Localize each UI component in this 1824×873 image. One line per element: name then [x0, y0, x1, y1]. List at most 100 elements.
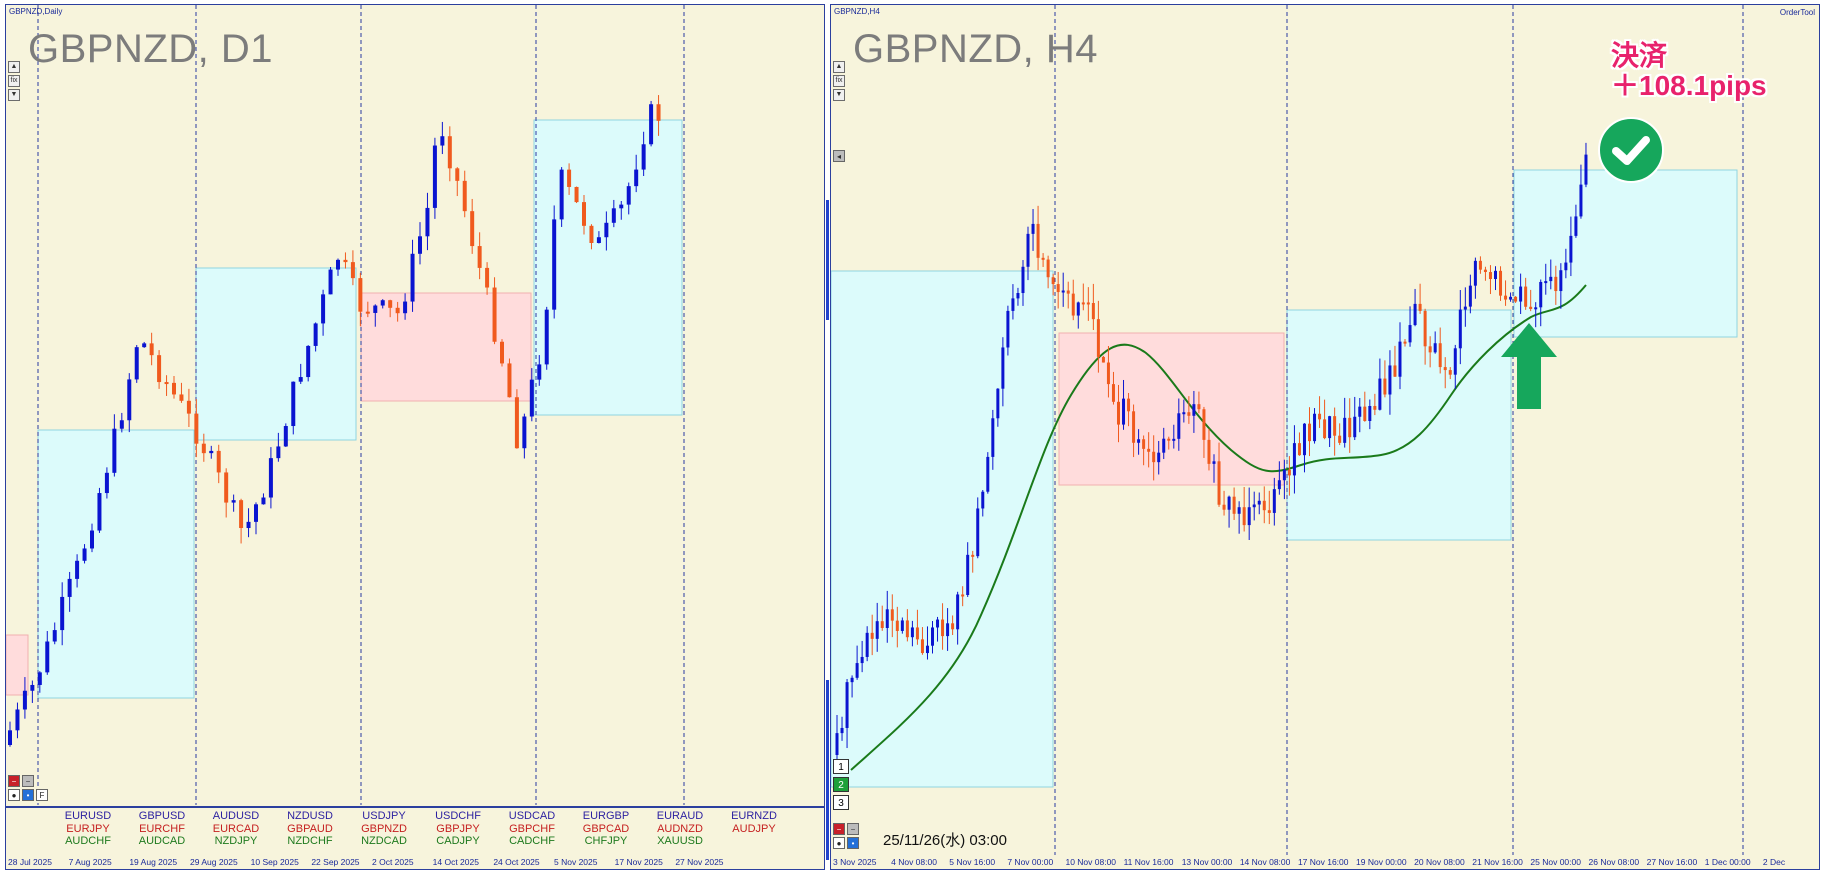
- bull-candle: [1368, 405, 1372, 421]
- daily-chart-window[interactable]: GBPNZD,Daily GBPNZD, D1 ▲ fix ▼ − − ● • …: [5, 4, 825, 870]
- pair-button[interactable]: AUDCAD: [138, 835, 186, 847]
- pair-button[interactable]: AUDNZD: [657, 822, 703, 835]
- pair-button[interactable]: GBPAUD: [287, 822, 333, 835]
- pair-button[interactable]: EURCHF: [139, 822, 185, 835]
- bear-candle: [1514, 296, 1518, 302]
- bull-candle: [298, 377, 303, 382]
- date-label: 27 Nov 2025: [675, 857, 724, 867]
- pair-button[interactable]: EURJPY: [66, 822, 110, 835]
- bear-candle: [1167, 438, 1171, 441]
- pair-button[interactable]: AUDUSD: [212, 810, 260, 822]
- scale-fix-icon[interactable]: fix: [8, 75, 20, 87]
- pair-button[interactable]: GBPCHF: [509, 822, 555, 835]
- scale-up-icon[interactable]: ▲: [833, 61, 845, 73]
- pair-button[interactable]: XAUUSD: [657, 835, 703, 847]
- scale-down-icon[interactable]: ▼: [8, 89, 20, 101]
- bull-candle: [931, 627, 935, 646]
- date-label: 24 Oct 2025: [493, 857, 540, 867]
- bear-candle: [1488, 272, 1492, 280]
- blue-zone: [37, 429, 195, 699]
- date-label: 5 Nov 2025: [554, 857, 598, 867]
- pair-button[interactable]: AUDJPY: [732, 822, 776, 835]
- scale-fix-icon[interactable]: fix: [833, 75, 845, 87]
- pair-button[interactable]: NZDCAD: [361, 835, 407, 847]
- pair-button[interactable]: NZDUSD: [287, 810, 333, 822]
- line-select-3[interactable]: 3: [833, 795, 849, 810]
- bull-candle: [60, 596, 65, 631]
- pair-button[interactable]: CADJPY: [436, 835, 480, 847]
- pair-button[interactable]: USDCAD: [508, 810, 556, 822]
- minimize-button[interactable]: −: [22, 775, 34, 787]
- pair-button[interactable]: EURNZD: [731, 810, 777, 822]
- date-label: 19 Aug 2025: [129, 857, 178, 867]
- bear-candle: [1207, 439, 1211, 464]
- pair-button[interactable]: NZDCHF: [287, 835, 333, 847]
- bull-candle: [336, 259, 340, 270]
- panel-splitter-lower[interactable]: [826, 680, 829, 860]
- bull-candle: [127, 379, 132, 421]
- bull-candle: [860, 656, 864, 664]
- pair-button[interactable]: CHFJPY: [584, 835, 628, 847]
- pair-button[interactable]: EURUSD: [64, 810, 112, 822]
- close-orders-button[interactable]: −: [8, 775, 20, 787]
- line-select-2[interactable]: 2: [833, 777, 849, 792]
- daily-candlestick-chart[interactable]: [6, 5, 825, 870]
- pair-button[interactable]: AUDCHF: [65, 835, 111, 847]
- bull-candle: [1453, 348, 1457, 375]
- palette-icon[interactable]: ●: [833, 837, 845, 849]
- f-button[interactable]: F: [36, 789, 48, 801]
- line-select-1[interactable]: 1: [833, 759, 849, 774]
- bear-candle: [1242, 507, 1246, 526]
- bull-candle: [291, 381, 296, 427]
- bull-candle: [986, 456, 990, 492]
- panel-toggle-icon[interactable]: ◂: [833, 150, 845, 162]
- bull-candle: [45, 641, 50, 673]
- pink-zone: [1058, 332, 1285, 486]
- pair-button[interactable]: GBPNZD: [361, 822, 407, 835]
- scale-up-icon[interactable]: ▲: [8, 61, 20, 73]
- bear-candle: [1499, 270, 1503, 296]
- close-orders-button[interactable]: −: [833, 823, 845, 835]
- date-label: 17 Nov 16:00: [1297, 857, 1349, 867]
- bear-candle: [582, 202, 586, 226]
- pair-button[interactable]: USDJPY: [362, 810, 406, 822]
- exit-annotation: 決済 ＋108.1pips: [1611, 41, 1767, 101]
- pair-button[interactable]: CADCHF: [509, 835, 555, 847]
- minimize-button[interactable]: −: [847, 823, 859, 835]
- bear-candle: [201, 443, 206, 454]
- bear-candle: [365, 311, 370, 314]
- bull-candle: [276, 446, 281, 459]
- blue-zone: [831, 270, 1054, 788]
- h4-chart-window[interactable]: GBPNZD,H4 OrderTool GBPNZD, H4 ▲ fix ▼ ◂…: [830, 4, 1820, 870]
- bull-candle: [1539, 281, 1543, 308]
- pair-button[interactable]: USDCHF: [435, 810, 481, 822]
- pair-button[interactable]: NZDJPY: [214, 835, 258, 847]
- pair-button[interactable]: GBPJPY: [436, 822, 480, 835]
- h4-candlestick-chart[interactable]: [831, 5, 1820, 870]
- check-circle-icon: [1598, 117, 1664, 183]
- pair-button[interactable]: EURAUD: [656, 810, 704, 822]
- bear-candle: [447, 136, 452, 169]
- scale-down-icon[interactable]: ▼: [833, 89, 845, 101]
- pair-button[interactable]: EURGBP: [582, 810, 630, 822]
- bear-candle: [567, 169, 572, 187]
- pair-button[interactable]: [717, 835, 791, 848]
- bear-candle: [1081, 302, 1085, 305]
- palette-icon[interactable]: ●: [8, 789, 20, 801]
- crosshair-icon[interactable]: •: [847, 837, 859, 849]
- bear-candle: [1504, 295, 1508, 300]
- crosshair-icon[interactable]: •: [22, 789, 34, 801]
- date-label: 19 Nov 00:00: [1356, 857, 1407, 867]
- pair-button[interactable]: GBPUSD: [138, 810, 186, 822]
- bear-candle: [358, 278, 363, 312]
- bear-candle: [1091, 303, 1095, 320]
- order-tool-label[interactable]: OrderTool: [1779, 8, 1815, 17]
- bear-candle: [1222, 504, 1226, 510]
- panel-splitter[interactable]: [826, 200, 829, 320]
- cursor-timestamp: 25/11/26(水) 03:00: [883, 832, 1007, 849]
- bull-candle: [8, 730, 12, 745]
- bull-candle: [976, 508, 980, 557]
- pair-button[interactable]: EURCAD: [212, 822, 260, 835]
- pair-button[interactable]: GBPCAD: [582, 822, 630, 835]
- date-label: 2 Oct 2025: [372, 857, 414, 867]
